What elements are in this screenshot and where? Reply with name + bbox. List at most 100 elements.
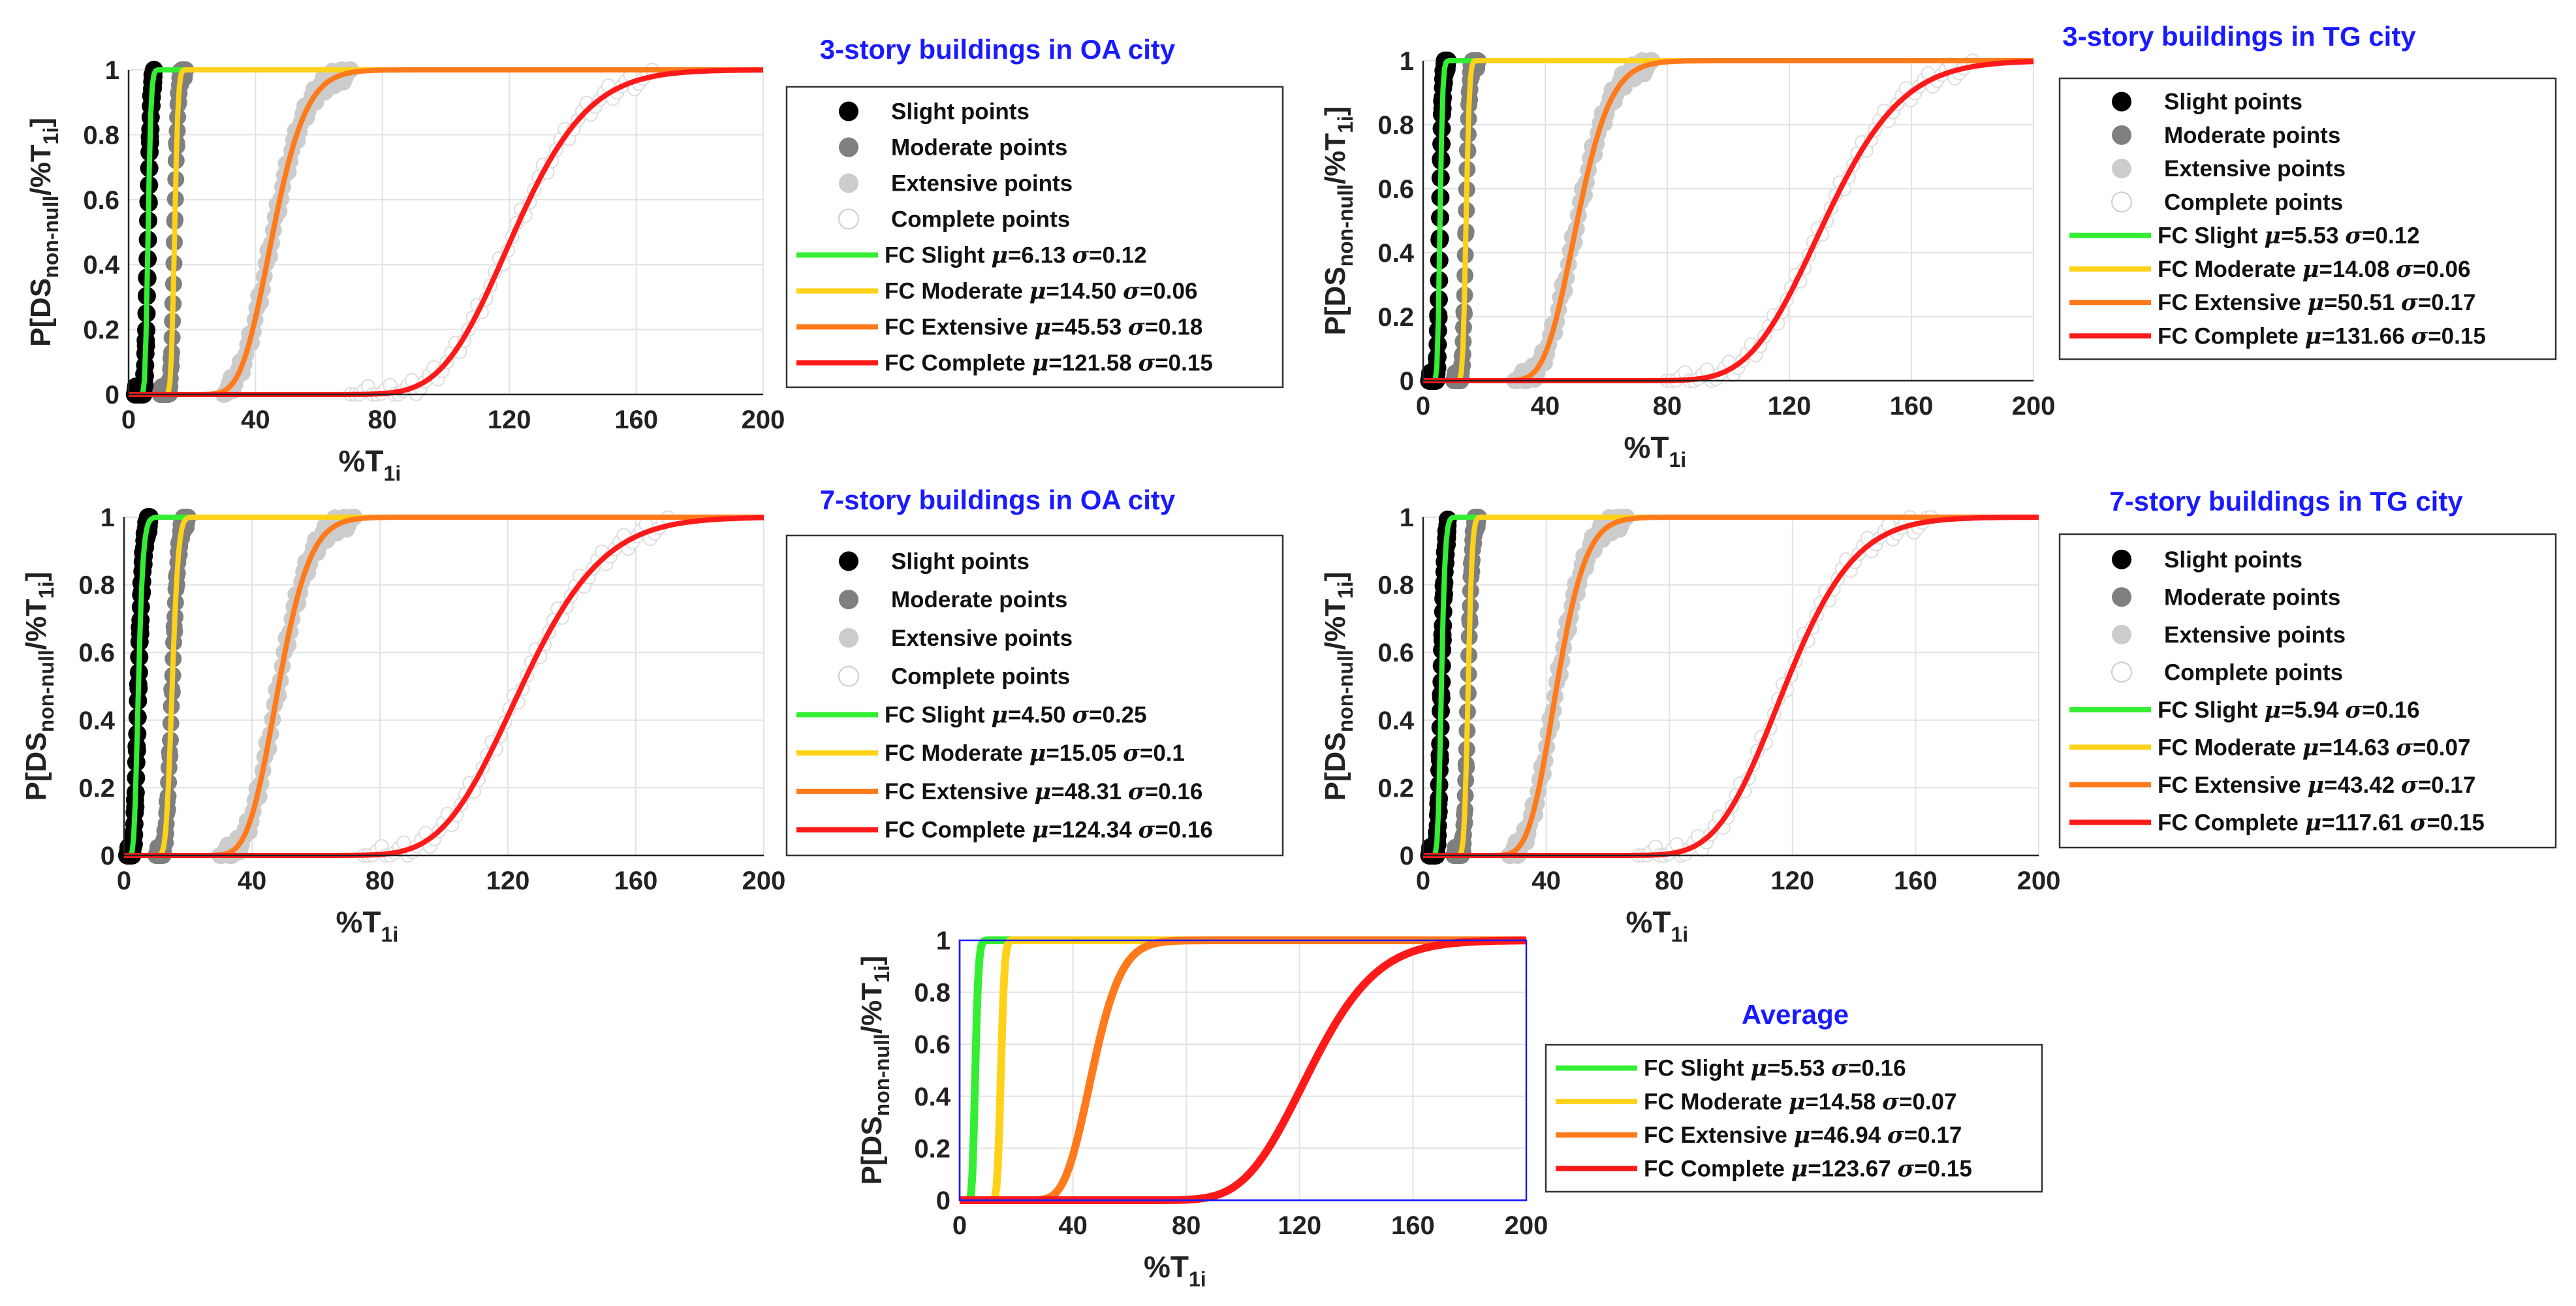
legend-box [785,534,1284,857]
y-tick-label: 1 [101,503,115,532]
legend-label: FC Complete μ=117.61 σ=0.15 [2158,809,2485,836]
y-tick-label: 0.8 [1377,571,1414,600]
legend-marker [2112,549,2131,569]
x-axis-label: %T1i [339,444,401,485]
legend-label: FC Extensive μ=50.51 σ=0.17 [2158,289,2475,316]
x-tick-label: 40 [241,406,270,434]
y-axis-label: P[DSnon-null/%T1i] [25,118,63,347]
y-axis-label: P[DSnon-null/%T1i] [1319,572,1357,801]
x-tick-label: 80 [368,406,398,434]
x-axis-label: %T1i [1624,430,1686,471]
legend-label: Extensive points [2164,622,2346,648]
y-tick-label: 0.2 [78,774,115,803]
legend-box [2058,533,2557,849]
legend-label: Slight points [2164,89,2302,115]
legend-label: Complete points [2164,660,2343,685]
y-tick-label: 1 [1400,47,1414,76]
legend-label: Complete points [891,664,1070,690]
legend-marker [2111,191,2132,213]
legend-marker [838,208,859,230]
y-tick-label: 0.4 [78,707,115,735]
legend-marker [839,628,858,648]
legend-marker [839,101,858,121]
legend-label: Moderate points [891,587,1067,613]
legend-box [785,86,1284,389]
legend: Slight points Moderate points Extensive po… [2058,77,2557,360]
y-tick-label: 0.6 [914,1030,950,1059]
x-axis-label: %T1i [1626,905,1688,946]
legend-marker [2112,91,2131,112]
legend-label: Extensive points [891,626,1073,651]
x-tick-label: 0 [121,406,136,434]
legend: Slight points Moderate points Extensive po… [2058,533,2557,849]
legend-label: FC Complete μ=131.66 σ=0.15 [2158,323,2486,349]
y-tick-label: 0.2 [1377,774,1414,803]
x-tick-label: 160 [1890,392,1934,421]
chart-panel-4: 0 40 80 120 160 200 0 0.2 0.4 0.6 0.8 1 %T1i P[DSnon-… [1319,486,2557,946]
chart-panel-5: 0 40 80 120 160 200 0 0.2 0.4 0.6 0.8 1 %T1i P[DSnon-… [856,927,2043,1291]
y-tick-label: 0.6 [1377,639,1414,667]
x-tick-label: 200 [742,406,785,434]
legend-marker [2112,125,2131,145]
y-axis-label: P[DSnon-null/%T1i] [856,956,894,1185]
legend-label: Slight points [891,99,1029,125]
y-tick-label: 0.4 [1377,707,1414,735]
curve-extensive [123,515,765,858]
legend-label: Moderate points [2164,584,2340,610]
legend-marker [839,173,858,193]
y-tick-label: 0.6 [83,186,119,215]
curve-extensive [127,67,764,397]
legend-marker [2112,587,2131,607]
y-tick-label: 0.2 [83,316,119,345]
y-tick-label: 0.2 [914,1134,950,1163]
legend-label: Moderate points [2164,123,2340,148]
legend-marker [2112,624,2131,645]
legend-box [2058,77,2557,360]
legend-label: FC Moderate μ=15.05 σ=0.1 [885,740,1185,767]
x-tick-label: 160 [1391,1211,1435,1240]
x-axis-label: %T1i [1144,1250,1206,1291]
x-tick-label: 40 [1531,392,1560,421]
plot-area [129,70,763,394]
y-tick-label: 0.4 [1377,239,1414,268]
x-tick-label: 120 [1278,1211,1321,1240]
x-tick-label: 120 [1770,867,1814,895]
legend-marker [839,551,858,571]
legend-label: FC Slight μ=6.13 σ=0.12 [885,242,1147,269]
x-tick-label: 80 [1172,1211,1201,1240]
chart-title: 3-story buildings in TG city [2062,21,2416,52]
chart-title: 7-story buildings in TG city [2109,486,2463,517]
chart-title: 3-story buildings in OA city [820,34,1176,65]
y-tick-label: 0 [101,842,115,870]
legend-label: Extensive points [891,171,1073,197]
y-tick-label: 0.6 [1377,175,1414,204]
x-tick-label: 120 [488,406,531,434]
legend-label: FC Moderate μ=14.58 σ=0.07 [1644,1089,1956,1115]
x-tick-label: 40 [238,867,267,895]
chart-panel-3: 0 40 80 120 160 200 0 0.2 0.4 0.6 0.8 1 %T1i P[DSnon-… [20,485,1284,946]
chart-title: Average [1742,999,1849,1030]
x-tick-label: 0 [117,867,131,895]
y-tick-label: 0 [936,1187,950,1215]
legend-label: Moderate points [891,135,1067,161]
chart-panel-1: 0 40 80 120 160 200 0 0.2 0.4 0.6 0.8 1 %T1i P[DSnon-… [25,34,1284,485]
chart-title: 7-story buildings in OA city [820,485,1176,515]
x-tick-label: 0 [1416,867,1430,895]
legend: Slight points Moderate points Extensive po… [785,534,1284,857]
legend-label: FC Complete μ=123.67 σ=0.15 [1644,1155,1972,1182]
x-tick-label: 0 [1416,392,1430,421]
y-tick-label: 0.4 [914,1083,950,1111]
y-tick-label: 0 [1400,367,1414,396]
legend-marker [2112,159,2131,179]
legend-label: FC Extensive μ=43.42 σ=0.17 [2158,772,2475,799]
x-tick-label: 160 [1894,867,1938,895]
plot-frame [958,939,1528,1202]
x-tick-label: 80 [366,867,395,895]
y-tick-label: 1 [936,927,950,955]
legend-marker [2111,661,2132,683]
y-tick-label: 0.2 [1377,303,1414,332]
y-tick-label: 0 [105,381,119,409]
legend-label: Slight points [891,549,1029,574]
legend-label: FC Moderate μ=14.08 σ=0.06 [2158,256,2470,283]
